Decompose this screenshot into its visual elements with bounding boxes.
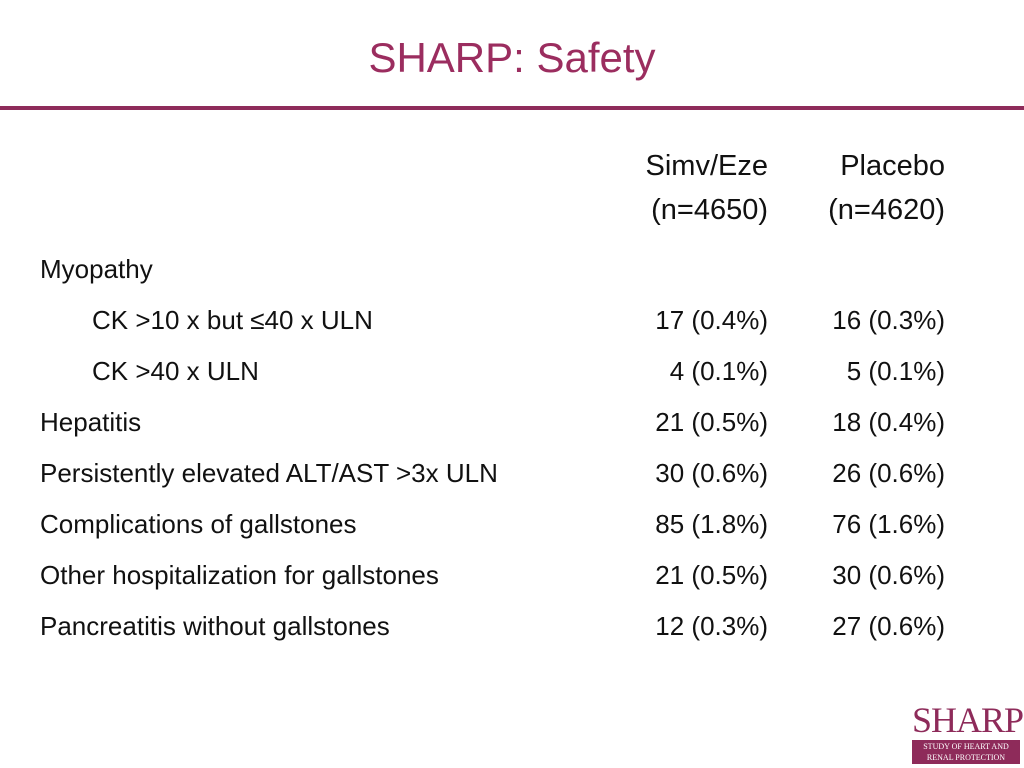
table-row-gallstone-complications: Complications of gallstones 85 (1.8%) 76…: [0, 504, 1024, 544]
logo-wordmark: SHARP: [912, 700, 1024, 740]
row-label: Complications of gallstones: [40, 509, 357, 539]
placebo-value: 27 (0.6%): [832, 611, 945, 641]
table-row-pancreatitis: Pancreatitis without gallstones 12 (0.3%…: [0, 606, 1024, 646]
table-row-hepatitis: Hepatitis 21 (0.5%) 18 (0.4%): [0, 402, 1024, 442]
simv-eze-value: 12 (0.3%): [655, 611, 768, 641]
simv-eze-value: 21 (0.5%): [655, 407, 768, 437]
row-label: Persistently elevated ALT/AST >3x ULN: [40, 458, 498, 488]
table-row-alt-ast: Persistently elevated ALT/AST >3x ULN 30…: [0, 453, 1024, 493]
logo-tagline-line2: RENAL PROTECTION: [926, 753, 1006, 762]
sharp-logo: SHARP STUDY OF HEART AND RENAL PROTECTIO…: [912, 700, 1024, 764]
placebo-value: 18 (0.4%): [832, 407, 945, 437]
placebo-value: 16 (0.3%): [832, 305, 945, 335]
simv-eze-value: 30 (0.6%): [655, 458, 768, 488]
row-label: Other hospitalization for gallstones: [40, 560, 439, 590]
title-divider: [0, 106, 1024, 110]
row-label: Pancreatitis without gallstones: [40, 611, 390, 641]
row-label: CK >40 x ULN: [92, 356, 259, 386]
simv-eze-value: 17 (0.4%): [655, 305, 768, 335]
simv-eze-value: 21 (0.5%): [655, 560, 768, 590]
placebo-value: 30 (0.6%): [832, 560, 945, 590]
column-header-placebo: Placebo (n=4620): [745, 144, 945, 232]
logo-tagline-line1: STUDY OF HEART AND: [923, 742, 1009, 751]
table-row-ck-10-40: CK >10 x but ≤40 x ULN 17 (0.4%) 16 (0.3…: [0, 300, 1024, 340]
column-header-n: (n=4650): [651, 194, 768, 226]
simv-eze-value: 85 (1.8%): [655, 509, 768, 539]
table-row-gallstone-hospitalization: Other hospitalization for gallstones 21 …: [0, 555, 1024, 595]
row-label: Myopathy: [40, 254, 153, 284]
row-label: CK >10 x but ≤40 x ULN: [92, 305, 373, 335]
column-header-simv-eze: Simv/Eze (n=4650): [568, 144, 768, 232]
column-header-name: Simv/Eze: [645, 150, 768, 182]
row-label: Hepatitis: [40, 407, 142, 437]
placebo-value: 5 (0.1%): [846, 356, 945, 386]
slide-title: SHARP: Safety: [368, 34, 656, 81]
simv-eze-value: 4 (0.1%): [669, 356, 768, 386]
table-row-ck-40: CK >40 x ULN 4 (0.1%) 5 (0.1%): [0, 351, 1024, 391]
column-header-n: (n=4620): [828, 194, 945, 226]
table-row-myopathy: Myopathy: [0, 249, 1024, 289]
placebo-value: 76 (1.6%): [832, 509, 945, 539]
placebo-value: 26 (0.6%): [832, 458, 945, 488]
logo-tagline-band: STUDY OF HEART AND RENAL PROTECTION: [912, 740, 1020, 764]
column-header-name: Placebo: [840, 150, 945, 182]
